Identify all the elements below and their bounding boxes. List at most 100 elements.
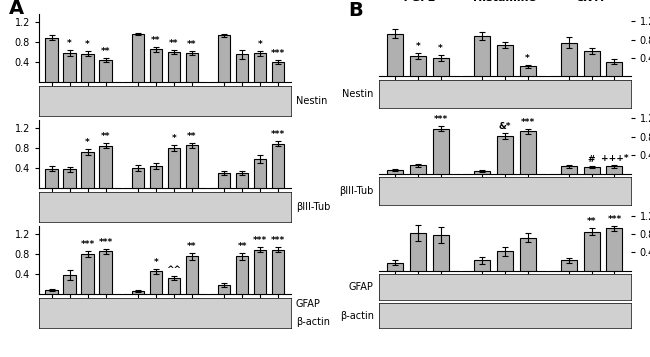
Text: ***: *** xyxy=(607,215,621,224)
Bar xyxy=(168,148,180,188)
Bar xyxy=(63,169,76,188)
Bar xyxy=(254,159,266,188)
Bar xyxy=(46,169,58,188)
Bar xyxy=(99,60,112,82)
Bar xyxy=(474,171,490,174)
Bar xyxy=(606,166,623,174)
Bar xyxy=(519,131,536,174)
Bar xyxy=(410,56,426,76)
Text: Histamine: Histamine xyxy=(133,0,196,2)
Bar xyxy=(131,34,144,82)
Text: **: ** xyxy=(101,47,111,56)
Bar xyxy=(432,235,448,271)
Bar xyxy=(272,250,285,294)
Bar xyxy=(410,165,426,174)
Text: *: * xyxy=(85,138,90,147)
Bar xyxy=(519,66,536,76)
Bar xyxy=(63,53,76,82)
Text: ***: *** xyxy=(271,49,285,58)
Text: &*: &* xyxy=(499,122,511,131)
Text: +++*: +++* xyxy=(601,154,629,163)
Bar xyxy=(81,152,94,188)
Bar xyxy=(236,256,248,294)
Bar xyxy=(150,49,162,82)
Text: *: * xyxy=(67,39,72,48)
Text: *: * xyxy=(525,54,530,63)
Bar xyxy=(606,62,623,76)
Bar xyxy=(584,167,599,174)
Bar xyxy=(81,254,94,294)
Bar xyxy=(218,35,231,82)
Bar xyxy=(272,62,285,82)
Bar xyxy=(185,145,198,188)
Text: *: * xyxy=(258,40,263,49)
Bar xyxy=(519,238,536,271)
Text: Nestin: Nestin xyxy=(296,96,327,106)
Text: ***: *** xyxy=(434,115,448,124)
Text: *: * xyxy=(415,42,420,51)
Bar xyxy=(474,36,490,76)
Text: #: # xyxy=(588,155,595,165)
Text: **: ** xyxy=(151,36,161,45)
Bar xyxy=(236,54,248,82)
Bar xyxy=(432,58,448,76)
Bar xyxy=(46,290,58,294)
Bar xyxy=(236,173,248,188)
Bar xyxy=(497,251,513,271)
Bar xyxy=(99,251,112,294)
Text: -FGF2: -FGF2 xyxy=(400,0,436,3)
Text: β-actin: β-actin xyxy=(340,311,374,321)
Bar xyxy=(131,291,144,294)
Text: ***: *** xyxy=(271,236,285,245)
Text: **: ** xyxy=(187,132,196,141)
Text: **: ** xyxy=(101,132,111,141)
Text: **: ** xyxy=(587,217,596,226)
Bar xyxy=(254,250,266,294)
Text: **: ** xyxy=(187,40,196,49)
Text: Nestin: Nestin xyxy=(343,89,374,99)
Text: Histamine: Histamine xyxy=(473,0,536,3)
Text: *: * xyxy=(438,44,443,53)
Bar xyxy=(218,285,231,294)
Text: GFAP: GFAP xyxy=(296,299,320,309)
Bar xyxy=(150,271,162,294)
Text: ***: *** xyxy=(271,130,285,139)
Text: ***: *** xyxy=(253,236,267,245)
Text: βIII-Tub: βIII-Tub xyxy=(296,202,330,212)
Bar xyxy=(150,166,162,188)
Bar xyxy=(81,54,94,82)
Text: *: * xyxy=(85,40,90,49)
Bar xyxy=(131,168,144,188)
Text: β-actin: β-actin xyxy=(296,317,330,327)
Text: ***: *** xyxy=(521,118,535,127)
Bar xyxy=(185,53,198,82)
Bar xyxy=(497,45,513,76)
Text: **: ** xyxy=(187,242,196,251)
Bar xyxy=(432,129,448,174)
Text: GFAP: GFAP xyxy=(349,282,374,292)
Text: *: * xyxy=(153,258,158,267)
Bar xyxy=(584,51,599,76)
Bar xyxy=(584,232,599,271)
Bar xyxy=(561,260,577,271)
Bar xyxy=(272,144,285,188)
Bar xyxy=(218,173,231,188)
Bar xyxy=(254,53,266,82)
Text: -FGF2: -FGF2 xyxy=(60,0,97,2)
Bar xyxy=(387,170,403,174)
Bar xyxy=(46,38,58,82)
Bar xyxy=(606,228,623,271)
Text: CNTF: CNTF xyxy=(575,0,608,3)
Text: A: A xyxy=(9,0,24,19)
Text: ***: *** xyxy=(98,238,112,247)
Bar xyxy=(168,52,180,82)
Text: **: ** xyxy=(237,242,247,251)
Text: ^^: ^^ xyxy=(166,265,181,274)
Text: βIII-Tub: βIII-Tub xyxy=(339,186,374,196)
Text: CNTF: CNTF xyxy=(235,0,267,2)
Text: **: ** xyxy=(169,39,179,48)
Text: ***: *** xyxy=(81,240,95,249)
Text: B: B xyxy=(348,1,363,20)
Bar xyxy=(99,146,112,188)
Bar xyxy=(63,275,76,294)
